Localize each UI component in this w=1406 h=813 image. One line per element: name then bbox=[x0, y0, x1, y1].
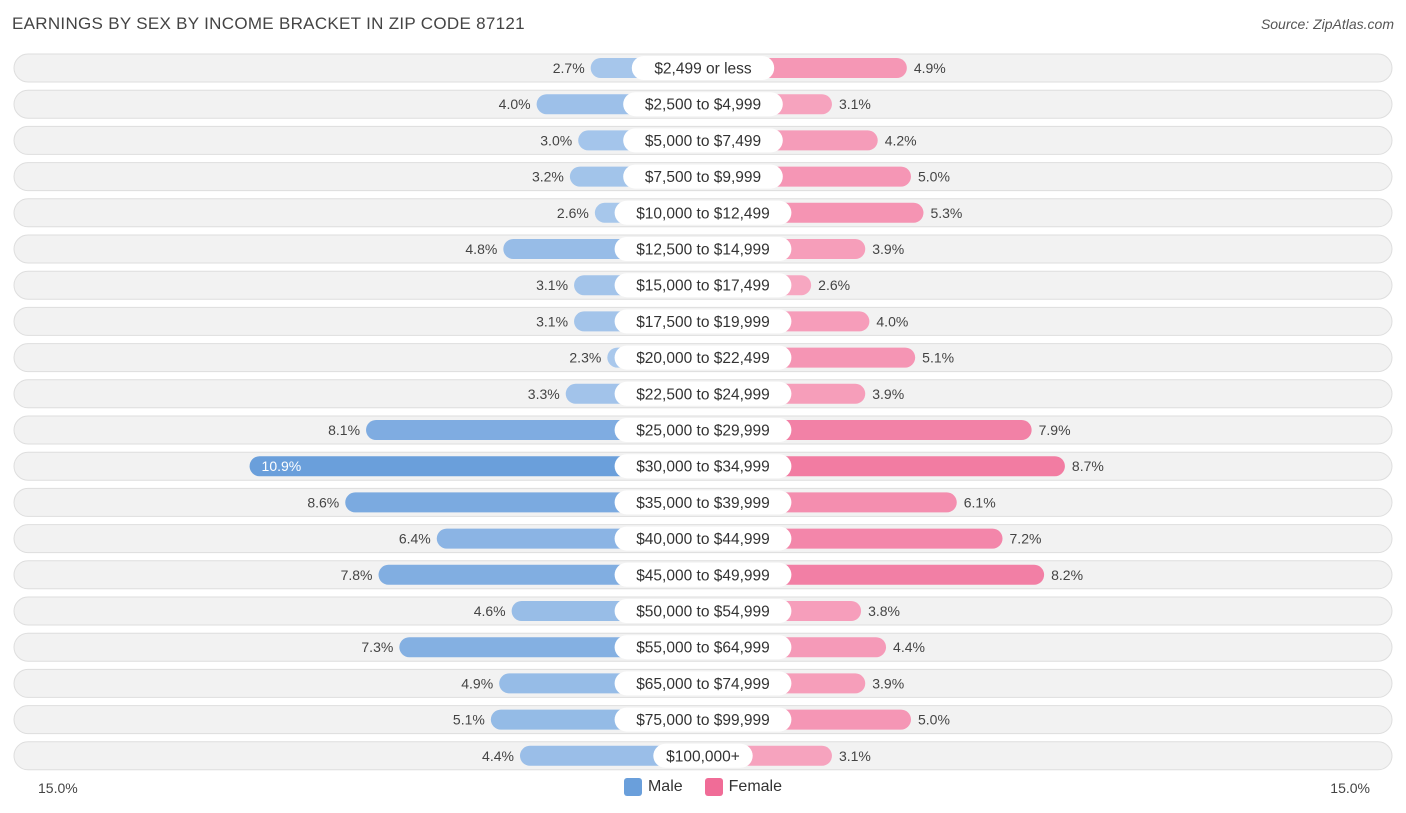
legend-swatch-female bbox=[704, 778, 723, 796]
category-label: $22,500 to $24,999 bbox=[636, 386, 770, 403]
legend-label-female: Female bbox=[728, 778, 783, 795]
chart-title: EARNINGS BY SEX BY INCOME BRACKET IN ZIP… bbox=[12, 14, 525, 33]
category-label: $17,500 to $19,999 bbox=[636, 314, 770, 331]
category-label: $40,000 to $44,999 bbox=[636, 531, 770, 548]
value-label-male: 3.0% bbox=[540, 132, 572, 148]
category-label: $5,000 to $7,499 bbox=[645, 133, 761, 150]
category-label: $45,000 to $49,999 bbox=[636, 567, 770, 584]
category-label: $50,000 to $54,999 bbox=[636, 604, 770, 621]
value-label-male: 3.2% bbox=[532, 169, 564, 185]
value-label-male: 2.7% bbox=[553, 60, 585, 76]
axis-label-left: 15.0% bbox=[38, 780, 78, 796]
legend: Male Female bbox=[0, 778, 1406, 796]
value-label-male: 3.3% bbox=[528, 386, 560, 402]
category-label-pill bbox=[623, 128, 783, 153]
value-label-female: 4.9% bbox=[914, 60, 946, 76]
category-label: $55,000 to $64,999 bbox=[636, 640, 770, 657]
category-label-pill bbox=[614, 562, 792, 587]
value-label-female: 2.6% bbox=[818, 277, 850, 293]
legend-label-male: Male bbox=[647, 778, 683, 795]
category-label-pill bbox=[614, 599, 792, 623]
value-label-female: 5.0% bbox=[918, 712, 950, 728]
legend-item-male: Male bbox=[623, 778, 683, 796]
value-label-female: 3.8% bbox=[868, 603, 900, 619]
value-label-female: 6.1% bbox=[964, 494, 996, 510]
value-label-male: 3.1% bbox=[536, 277, 568, 293]
category-label: $35,000 to $39,999 bbox=[636, 495, 770, 512]
category-label: $10,000 to $12,499 bbox=[636, 205, 770, 222]
value-label-female: 4.4% bbox=[893, 639, 925, 655]
bar-male bbox=[345, 492, 703, 513]
category-label-pill bbox=[614, 309, 792, 334]
value-label-male: 5.1% bbox=[453, 712, 485, 728]
value-label-female: 7.9% bbox=[1039, 422, 1071, 438]
category-label: $75,000 to $99,999 bbox=[636, 712, 770, 729]
value-label-female: 3.9% bbox=[872, 675, 904, 691]
category-label-pill bbox=[614, 273, 792, 298]
legend-swatch-male bbox=[623, 778, 642, 796]
category-label-pill bbox=[614, 707, 792, 732]
category-label: $2,500 to $4,999 bbox=[645, 97, 761, 114]
category-label-pill bbox=[614, 635, 792, 660]
value-label-male: 10.9% bbox=[262, 458, 302, 474]
value-label-female: 5.3% bbox=[930, 205, 962, 221]
category-label: $30,000 to $34,999 bbox=[636, 459, 770, 476]
value-label-female: 3.9% bbox=[872, 386, 904, 402]
value-label-female: 3.9% bbox=[872, 241, 904, 257]
bar-male bbox=[249, 456, 703, 477]
category-label: $65,000 to $74,999 bbox=[636, 676, 770, 693]
value-label-male: 4.4% bbox=[482, 748, 514, 764]
category-label: $7,500 to $9,999 bbox=[645, 169, 761, 186]
value-label-female: 3.1% bbox=[839, 748, 871, 764]
value-label-female: 4.2% bbox=[885, 132, 917, 148]
value-label-male: 6.4% bbox=[399, 531, 431, 547]
category-label: $12,500 to $14,999 bbox=[636, 242, 770, 259]
category-label-pill bbox=[614, 671, 792, 696]
category-label: $100,000+ bbox=[666, 748, 740, 765]
value-label-male: 4.6% bbox=[474, 603, 506, 619]
category-label: $15,000 to $17,499 bbox=[636, 278, 770, 295]
category-label-pill bbox=[631, 56, 775, 80]
value-label-male: 7.3% bbox=[361, 639, 393, 655]
category-label-pill bbox=[614, 345, 792, 370]
category-label-pill bbox=[623, 92, 783, 117]
category-label-pill bbox=[623, 164, 783, 189]
category-label-pill bbox=[614, 526, 792, 551]
value-label-male: 4.9% bbox=[461, 675, 493, 691]
source-label: Source: ZipAtlas.com bbox=[1260, 16, 1394, 32]
category-label-pill bbox=[614, 381, 792, 406]
category-label-pill bbox=[614, 237, 792, 261]
value-label-male: 4.0% bbox=[499, 96, 531, 112]
value-label-female: 4.0% bbox=[876, 313, 908, 329]
category-label-pill bbox=[614, 454, 792, 479]
value-label-female: 3.1% bbox=[839, 96, 871, 112]
value-label-male: 2.3% bbox=[569, 350, 601, 366]
chart-canvas: 2.7% 4.9% $2,499 or less 4.0% 3.1% $2,500 to … bbox=[13, 53, 1393, 771]
value-label-male: 2.6% bbox=[557, 205, 589, 221]
category-label: $25,000 to $29,999 bbox=[636, 423, 770, 440]
value-label-male: 4.8% bbox=[465, 241, 497, 257]
legend-item-female: Female bbox=[704, 778, 783, 796]
value-label-female: 5.0% bbox=[918, 169, 950, 185]
value-label-female: 8.7% bbox=[1072, 458, 1104, 474]
value-label-female: 5.1% bbox=[922, 350, 954, 366]
value-label-female: 8.2% bbox=[1051, 567, 1083, 583]
value-label-male: 8.1% bbox=[328, 422, 360, 438]
category-label: $20,000 to $22,499 bbox=[636, 350, 770, 367]
axis-label-right: 15.0% bbox=[1330, 780, 1370, 796]
category-label-pill bbox=[653, 743, 753, 768]
category-label: $2,499 or less bbox=[654, 61, 752, 78]
category-label-pill bbox=[614, 490, 792, 515]
value-label-male: 3.1% bbox=[536, 313, 568, 329]
bar-female bbox=[703, 456, 1065, 477]
value-label-female: 7.2% bbox=[1010, 531, 1042, 547]
category-label-pill bbox=[614, 200, 792, 225]
category-label-pill bbox=[614, 418, 792, 442]
value-label-male: 8.6% bbox=[307, 494, 339, 510]
value-label-male: 7.8% bbox=[341, 567, 373, 583]
